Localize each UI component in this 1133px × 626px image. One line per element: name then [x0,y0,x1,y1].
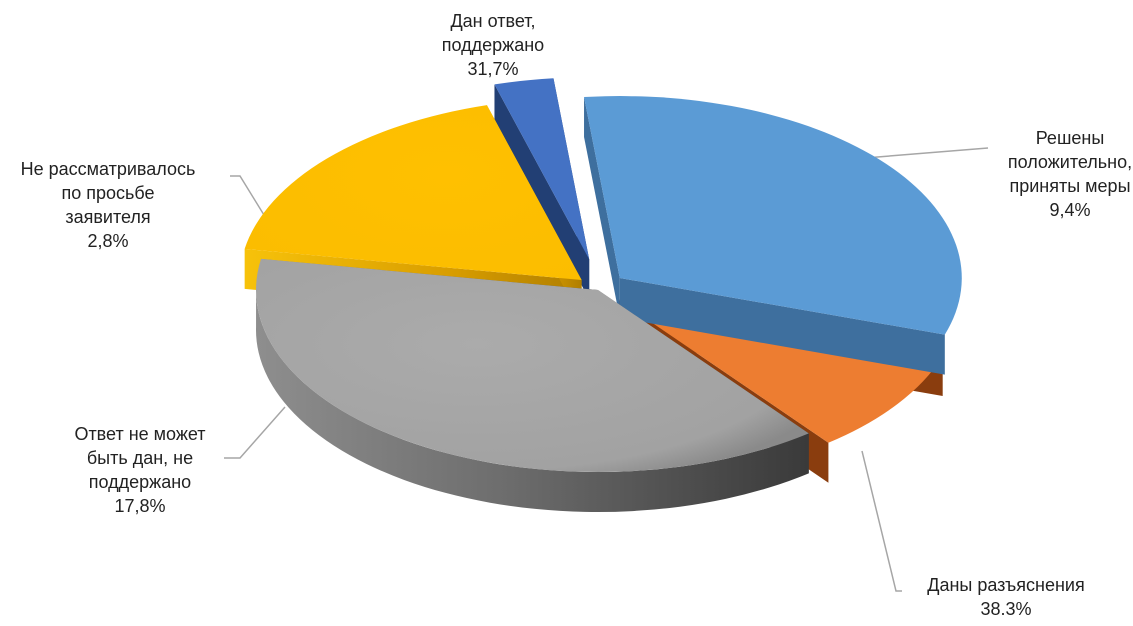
slice-ne-rassmatrivalos-label: Не рассматривалось по просьбе заявителя 2,8… [21,159,196,251]
slice-dan-otvet [584,96,962,375]
slice-dan-otvet-cut-wall [619,278,945,375]
slice-otvet-ne-mozhet-label: Ответ не может быть дан, не поддержано 17,8… [74,424,205,516]
slice-dan-otvet-top [584,96,962,335]
slice-dan-otvet-cut-wall [584,97,620,319]
slice-otvet-ne-mozhet-top [244,105,582,281]
slice-ne-rassmatrivalos-top [494,78,590,260]
slice-dany-razyasneniya-side [255,286,809,512]
pie-slices [244,78,962,512]
slice-resheny-top [617,299,943,443]
slice-dany-razyasneniya-leader [861,450,902,592]
slice-dany-razyasneniya-label: Даны разъяснения 38.3% [927,575,1084,619]
slice-ne-rassmatrivalos [494,78,590,300]
slice-resheny-label: Решены положительно, приняты меры 9,4% [1008,128,1132,220]
slice-otvet-ne-mozhet-leader [224,406,286,459]
slice-dany-razyasneniya-top [255,258,809,472]
slice-dany-razyasneniya [255,258,809,512]
data-labels: Дан ответ, поддержано 31,7% Решены положител… [21,11,1133,619]
slice-dan-otvet-label: Дан ответ, поддержано 31,7% [442,11,544,79]
slice-ne-rassmatrivalos-leader [230,175,273,229]
slice-ne-rassmatrivalos-cut-wall [494,84,590,300]
